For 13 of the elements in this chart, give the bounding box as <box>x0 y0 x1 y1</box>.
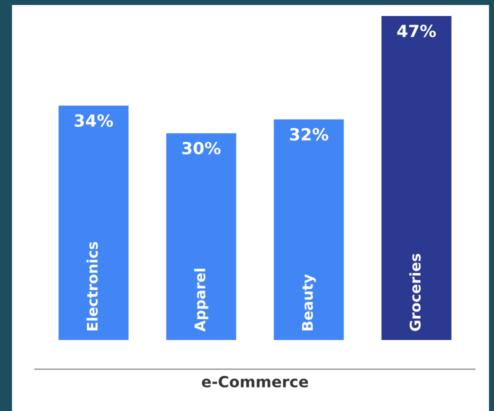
data-label: 30% <box>182 142 221 154</box>
x-tick-label: Beauty <box>302 274 316 330</box>
bar <box>381 16 452 340</box>
x-tick-label: Electronics <box>86 242 98 330</box>
x-axis-title: e-Commerce <box>202 376 308 388</box>
bar <box>166 133 236 340</box>
x-tick-label: Groceries <box>409 254 421 331</box>
data-label: 32% <box>290 128 328 141</box>
bar <box>58 106 129 340</box>
data-label: 34% <box>74 114 113 127</box>
x-tick-label: Apparel <box>194 268 208 332</box>
data-label: 47% <box>397 24 436 38</box>
bar <box>274 119 344 340</box>
